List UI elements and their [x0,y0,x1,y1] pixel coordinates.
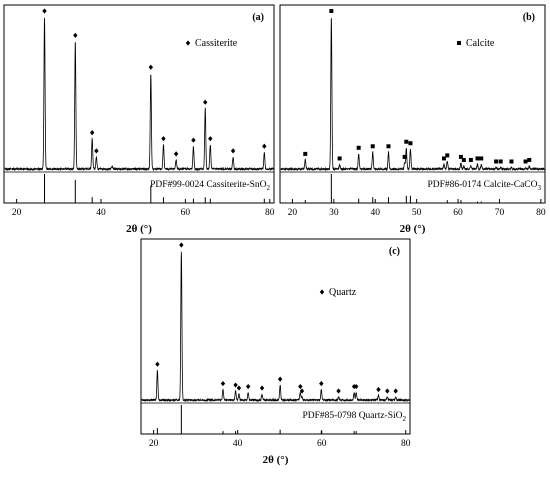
peak-marker-diamond-2-13 [354,383,359,390]
peak-marker-diamond-0-3 [94,148,99,154]
peak-marker-square-1-7 [404,139,409,144]
peak-marker-diamond-2-8 [298,383,303,390]
peak-marker-square-1-18 [509,159,514,164]
peak-marker-square-1-legend [457,41,461,45]
x-tick-label-1-5: 70 [495,208,505,218]
peak-marker-diamond-0-6 [161,136,166,142]
reference-label-subscript-1: 3 [538,184,542,192]
peak-marker-diamond-0-legend [185,40,191,46]
pattern-trace-2 [141,251,410,403]
reference-label-1: PDF#86-0174 Calcite-CaCO3 [427,180,541,192]
peak-marker-square-1-5 [386,144,391,149]
peak-marker-diamond-2-3 [233,382,238,388]
x-axis-title-1: 2θ (°) [400,223,426,235]
peak-marker-diamond-2-5 [245,383,251,390]
legend-label-1: Calcite [466,38,495,49]
peak-marker-diamond-2-15 [385,388,390,394]
peak-marker-square-1-9 [441,156,446,161]
x-tick-label-1-1: 30 [329,208,339,218]
peak-marker-diamond-2-legend [319,289,325,295]
panel-label-1: (b) [523,12,535,23]
panel-0: PDF#99-0024 Cassiterite-SnO2 (a) Cassiteri… [3,4,275,235]
peak-marker-square-1-15 [479,156,484,161]
peak-marker-square-1-4 [370,144,375,149]
peak-marker-square-1-3 [356,145,361,150]
peak-marker-diamond-2-16 [393,388,398,394]
panel-frame-0 [3,4,275,204]
x-tick-label-1-0: 20 [288,208,298,218]
legend-label-0: Cassiterite [195,38,238,49]
peak-marker-diamond-0-9 [203,99,208,105]
peak-marker-diamond-2-10 [319,380,324,387]
peak-marker-square-1-0 [303,151,308,156]
peak-marker-square-1-16 [494,159,499,164]
peak-marker-diamond-0-12 [262,143,267,149]
x-axis-title-0: 2θ (°) [126,223,152,235]
peak-marker-square-1-17 [498,159,503,164]
x-tick-label-0-2: 60 [181,208,191,218]
peak-marker-diamond-2-2 [220,380,226,387]
peak-marker-diamond-2-0 [155,361,160,367]
panel-1: PDF#86-0174 Calcite-CaCO3 (b) Calcite 20 30 4… [279,4,546,235]
peak-marker-diamond-2-7 [277,376,283,382]
peak-marker-square-1-6 [402,154,407,159]
x-tick-label-1-4: 60 [453,208,463,218]
peak-marker-diamond-0-5 [148,64,154,70]
pattern-trace-1 [280,18,545,172]
x-tick-label-0-0: 20 [12,208,22,218]
peak-marker-square-1-8 [408,141,413,146]
x-tick-label-2-2: 60 [317,439,327,449]
peak-marker-square-1-11 [458,154,463,159]
panel-label-2: (c) [389,246,400,257]
peak-marker-diamond-0-8 [191,137,196,143]
peak-marker-diamond-0-10 [208,136,213,142]
reference-label-subscript-0: 2 [267,184,271,192]
peak-marker-diamond-2-11 [336,388,341,394]
legend-label-2: Quartz [329,287,357,298]
peak-marker-diamond-2-9 [299,388,305,394]
reference-label-2: PDF#85-0798 Quartz-SiO2 [302,411,406,423]
peak-marker-square-1-10 [445,153,450,158]
peak-marker-square-1-14 [475,156,480,161]
x-tick-label-1-6: 80 [536,208,546,218]
peak-marker-square-1-20 [527,157,532,162]
x-tick-label-0-1: 40 [96,208,106,218]
x-tick-label-1-3: 50 [412,208,422,218]
panel-frame-2 [140,238,411,435]
peak-marker-square-1-12 [461,157,466,162]
peak-marker-diamond-0-7 [173,151,179,157]
peak-marker-diamond-2-6 [259,385,265,391]
peak-marker-diamond-2-1 [179,242,184,248]
peak-marker-diamond-0-0 [42,8,47,14]
x-tick-label-2-3: 80 [401,439,411,449]
panel-2: PDF#85-0798 Quartz-SiO2 (c) Quartz 20 40 60 80… [140,238,411,466]
x-tick-label-2-0: 20 [149,439,159,449]
panel-frame-1 [279,4,546,204]
peak-marker-diamond-0-11 [230,148,236,154]
peak-marker-square-1-13 [468,157,473,162]
panel-label-0: (a) [252,12,264,23]
reference-label-subscript-2: 2 [403,415,407,423]
peak-marker-diamond-0-1 [73,32,78,38]
x-tick-label-0-3: 80 [265,208,275,218]
pattern-trace-0 [4,17,274,172]
peak-marker-square-1-2 [337,156,342,161]
peak-marker-diamond-0-2 [89,130,95,136]
x-tick-label-1-2: 40 [370,208,380,218]
x-tick-label-2-1: 40 [233,439,243,449]
reference-label-0: PDF#99-0024 Cassiterite-SnO2 [150,180,270,192]
peak-marker-diamond-2-4 [236,385,242,391]
x-axis-title-2: 2θ (°) [263,454,289,466]
peak-marker-diamond-2-14 [376,386,381,393]
peak-marker-square-1-1 [329,9,334,13]
peak-marker-square-1-19 [523,159,528,164]
